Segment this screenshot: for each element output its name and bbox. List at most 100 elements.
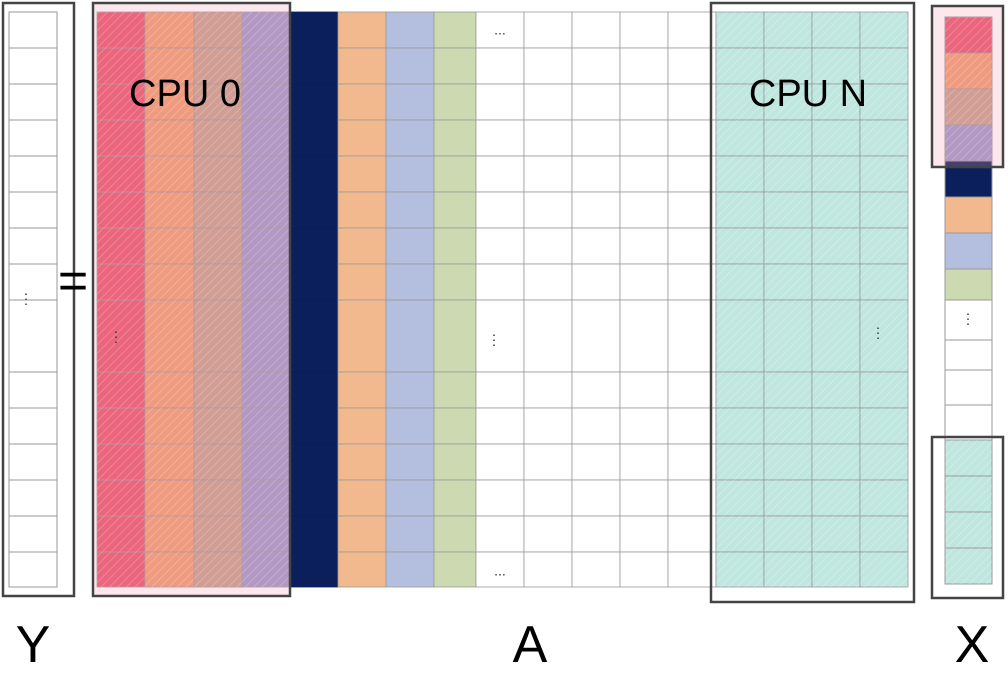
matrix-cell [433,551,477,588]
matrix-cell [475,227,525,265]
hatch [764,120,812,156]
hatch [242,264,290,300]
matrix-cell [433,11,477,49]
hatch [764,264,812,300]
matrix-cell [433,155,477,193]
hatch [145,156,194,192]
hatch [242,444,290,480]
matrix-cell [571,479,621,517]
hatch [194,480,242,516]
hatch [145,48,194,84]
matrix-cell [667,155,717,193]
matrix-cell [289,515,339,553]
hatch [97,228,145,264]
matrix-cell [289,479,339,517]
matrix-cell [523,407,573,445]
vector-cell [8,479,58,517]
vector-cell [8,263,58,301]
x-bottom-box [930,435,1005,600]
hatch [97,12,145,48]
matrix-cell [337,407,387,445]
hatch [764,372,812,408]
matrix-cell [571,227,621,265]
matrix-cell [433,47,477,85]
hatch [716,12,764,48]
matrix-cell [475,263,525,301]
matrix-cell [289,299,339,373]
hatch [242,516,290,552]
vector-cell [944,196,993,234]
matrix-cell [289,119,339,157]
hatch [242,300,290,372]
matrix-cell [475,155,525,193]
matrix-cell [523,47,573,85]
hatch [860,156,908,192]
matrix-cell [571,83,621,121]
vector-cell [944,232,993,270]
hatch [242,552,290,587]
vector-cell [8,299,58,373]
ellipsis: ⋮ [961,311,975,327]
matrix-cell [337,11,387,49]
hatch [812,120,860,156]
matrix-cell [523,263,573,301]
equals-sign: = [58,252,88,310]
matrix-cell [475,83,525,121]
hatch [716,480,764,516]
hatch [860,408,908,444]
matrix-cell [385,191,435,229]
matrix-label: A [513,616,548,674]
matrix-cell [385,263,435,301]
matrix-cell [289,371,339,409]
matrix-cell [667,407,717,445]
y-box [1,1,76,598]
hatch [812,12,860,48]
matrix-cell [619,299,669,373]
matrix-cell [619,83,669,121]
matrix-cell [337,263,387,301]
matrix-cell [523,119,573,157]
hatch [812,516,860,552]
matrix-cell [475,47,525,85]
matrix-cell [385,479,435,517]
hatch [716,264,764,300]
hatch [242,84,290,120]
matrix-cell [337,83,387,121]
hatch [242,480,290,516]
matrix-cell [289,227,339,265]
hatch [860,84,908,120]
hatch [764,84,812,120]
matrix-cell [385,443,435,481]
matrix-cell [571,119,621,157]
hatch [97,552,145,587]
matrix-cell [571,407,621,445]
matrix-cell [667,191,717,229]
hatch [97,444,145,480]
matrix-cell [667,263,717,301]
matrix-cell [337,47,387,85]
matrix-cell [667,551,717,588]
matrix-cell [667,515,717,553]
hatch [716,516,764,552]
hatch [764,516,812,552]
hatch [194,12,242,48]
matrix-cell [523,515,573,553]
vector-label: X [955,616,990,674]
matrix-cell [433,443,477,481]
matrix-cell [619,551,669,588]
matrix-cell [571,299,621,373]
hatch [194,156,242,192]
vector-cell [944,299,993,341]
matrix-cell [289,191,339,229]
matrix-cell [337,191,387,229]
matrix-cell [523,155,573,193]
hatch [860,192,908,228]
vector-cell [944,268,993,301]
matrix-cell [619,227,669,265]
matrix-cell [571,191,621,229]
matrix-cell [667,299,717,373]
vector-cell [8,371,58,409]
hatch [764,12,812,48]
matrix-cell [385,155,435,193]
